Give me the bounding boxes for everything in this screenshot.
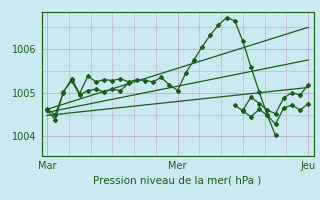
X-axis label: Pression niveau de la mer( hPa ): Pression niveau de la mer( hPa ) bbox=[93, 175, 262, 185]
